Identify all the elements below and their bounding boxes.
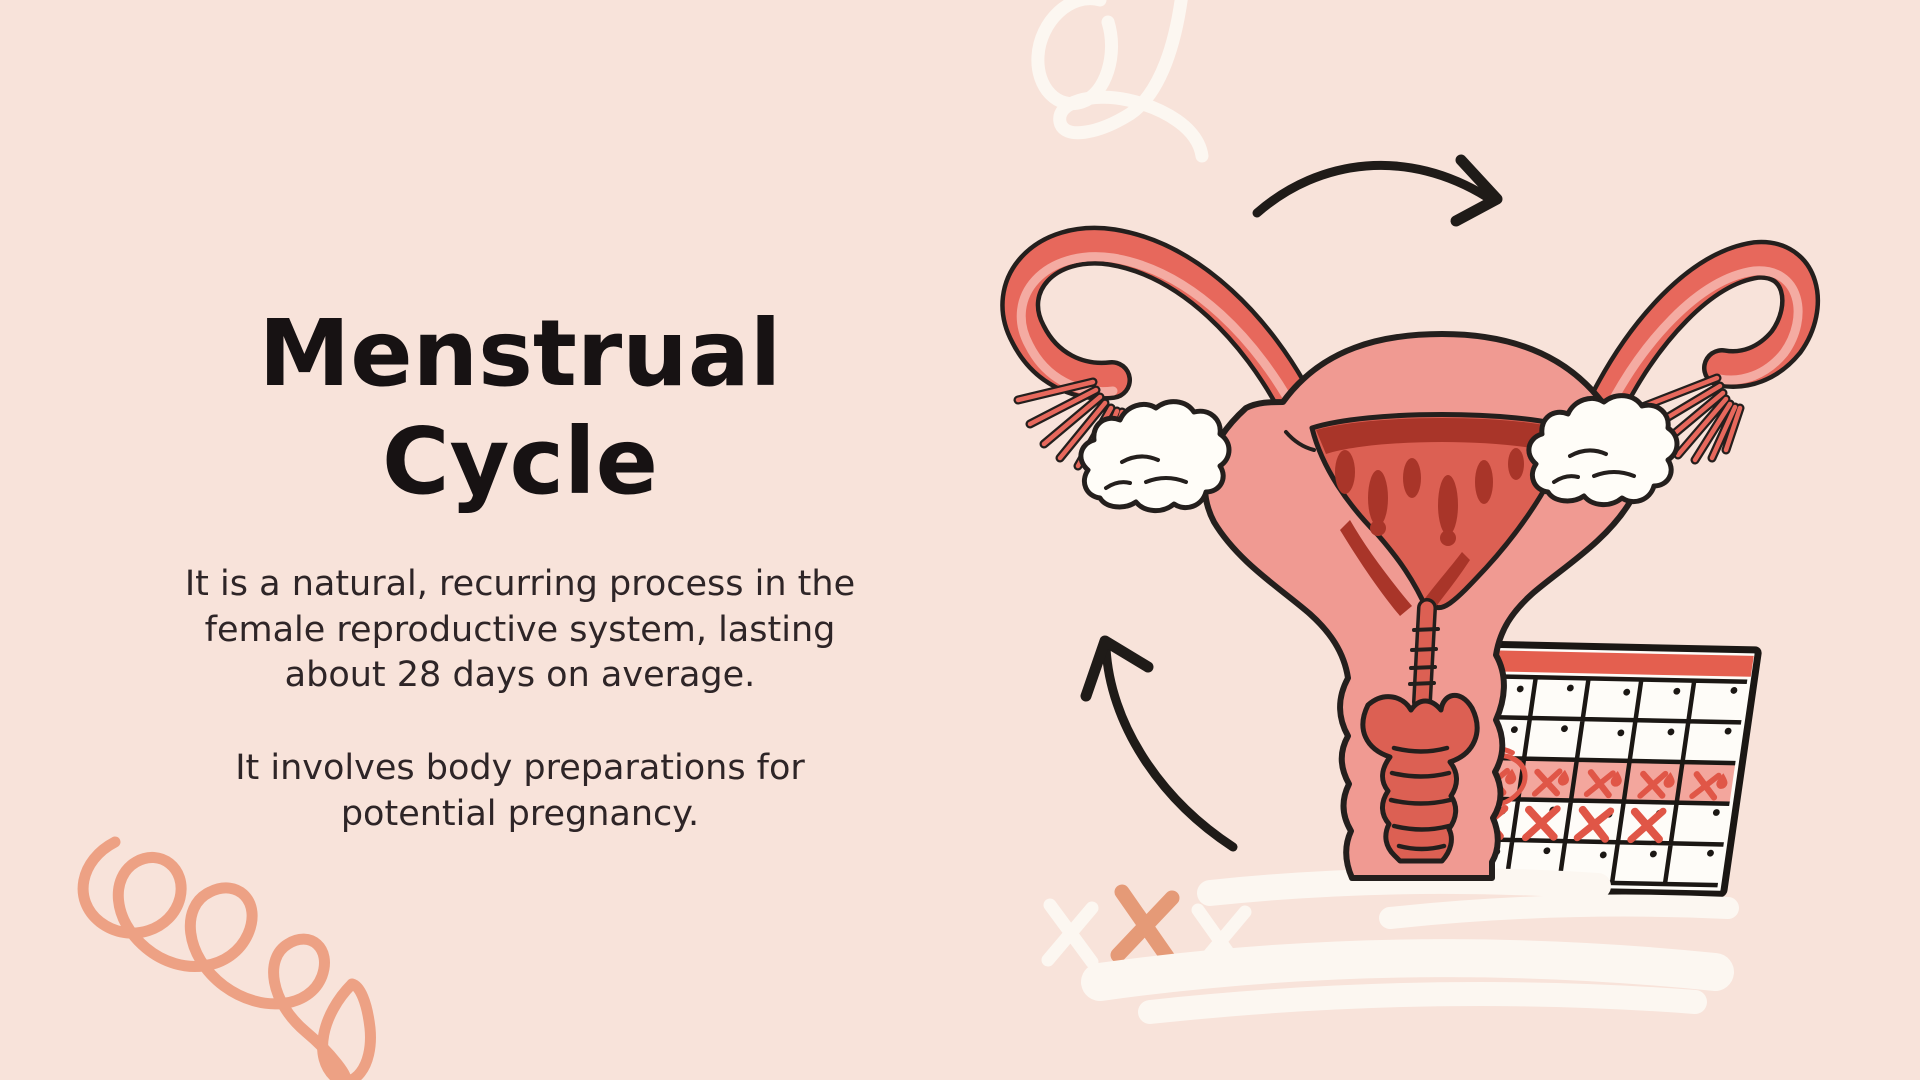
calendar-x-mark xyxy=(1689,771,1722,801)
calendar-x-mark xyxy=(1627,807,1667,844)
calendar-droplet xyxy=(1505,768,1517,785)
fimbriae-left xyxy=(1013,377,1127,473)
orange-spiral-decoration xyxy=(77,836,376,1080)
ovary-left xyxy=(1078,399,1232,513)
calendar-dot xyxy=(1712,809,1720,816)
calendar-dot xyxy=(1599,851,1607,859)
calendar-dot xyxy=(1543,847,1551,855)
x-mark-white-left xyxy=(1041,898,1099,969)
calendar-dot xyxy=(1617,729,1625,737)
cervical-canal xyxy=(1408,598,1440,712)
calendar-x-mark xyxy=(1637,770,1669,799)
x-mark-orange xyxy=(1110,884,1180,966)
cervix xyxy=(1360,693,1480,864)
x-marks-decoration xyxy=(1041,884,1252,979)
cervix-ridges xyxy=(1388,745,1453,852)
uterus-illustration xyxy=(1000,225,1820,881)
calendar-droplet xyxy=(1557,769,1570,786)
ovary-texture xyxy=(1104,454,1188,490)
calendar-x-mark xyxy=(1521,805,1561,842)
calendar-dot xyxy=(1649,850,1657,858)
calendar-droplet xyxy=(1610,771,1622,787)
fallopian-tube-left xyxy=(1000,225,1316,424)
white-brush-stroke xyxy=(1081,867,1739,1024)
calendar-x-mark xyxy=(1573,805,1615,843)
ovary-right xyxy=(1529,396,1677,505)
calendar-dot xyxy=(1673,687,1681,695)
calendar-dot xyxy=(1516,685,1524,693)
calendar-x-mark xyxy=(1531,768,1563,797)
calendar-dot xyxy=(1667,728,1675,736)
calendar-dot xyxy=(1707,849,1714,857)
calendar-dot xyxy=(1566,684,1574,692)
calendar-x-mark xyxy=(1583,769,1616,799)
calendar-dot xyxy=(1510,726,1518,734)
calendar-header-bar xyxy=(1429,649,1754,677)
calendar-droplet xyxy=(1716,773,1728,789)
calendar-dot xyxy=(1561,725,1568,733)
calendar-dot xyxy=(1730,687,1738,694)
white-scribble-decoration xyxy=(1031,0,1209,163)
arrow-bottom-icon xyxy=(1080,635,1238,852)
calendar-dot xyxy=(1623,688,1631,696)
fimbriae-right xyxy=(1635,373,1745,465)
calendar-droplet xyxy=(1663,772,1675,788)
calendar-dot xyxy=(1724,727,1732,735)
arrow-top-icon xyxy=(1252,154,1503,227)
fallopian-tube-right xyxy=(1588,239,1820,422)
